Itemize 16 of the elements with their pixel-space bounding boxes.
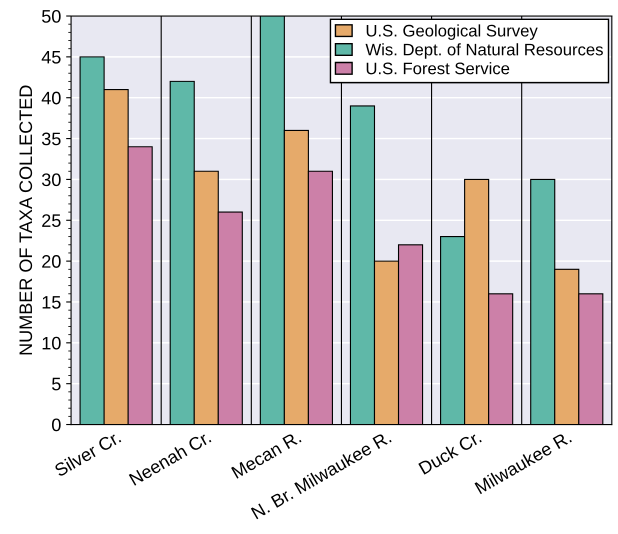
y-axis-title: NUMBER OF TAXA COLLECTED: [19, 86, 32, 354]
y-tick-label: 5: [52, 378, 61, 390]
y-tick-label: 35: [42, 132, 61, 146]
y-tick-label: 50: [42, 10, 61, 23]
y-tick-label: 15: [42, 296, 61, 309]
x-tick-label: Silver Cr.: [53, 430, 122, 478]
y-tick-label: 0: [52, 418, 61, 432]
y-tick-label: 20: [42, 255, 61, 268]
legend-label: U.S. Geological Survey: [366, 24, 538, 40]
y-tick-label: 25: [42, 214, 61, 227]
legend-label: U.S. Forest Service: [366, 62, 510, 74]
y-tick-label: 45: [42, 50, 61, 64]
y-tick-label: 30: [42, 173, 61, 186]
legend-label: Wis. Dept. of Natural Resources: [366, 43, 603, 59]
y-tick-label: 10: [42, 336, 61, 350]
y-tick-label: 40: [42, 92, 61, 104]
